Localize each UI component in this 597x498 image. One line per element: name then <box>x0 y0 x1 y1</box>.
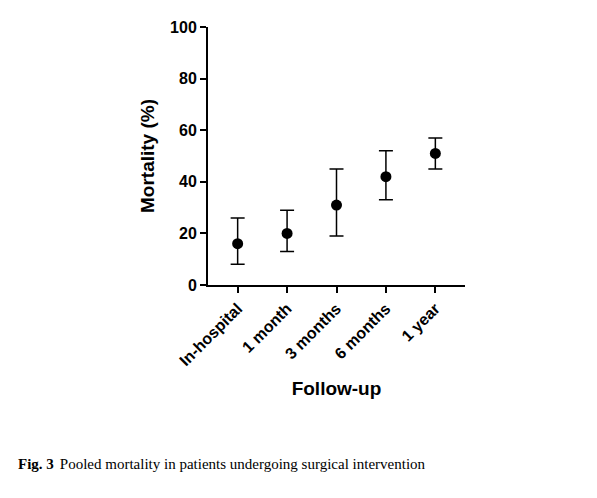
svg-text:3 months: 3 months <box>282 300 344 362</box>
svg-text:20: 20 <box>179 225 197 242</box>
svg-text:0: 0 <box>188 277 197 294</box>
svg-text:100: 100 <box>170 19 197 36</box>
html-text:Fig. 3 Pooled mortality in pat: Fig. 3 Pooled mortality in patients unde… <box>18 456 426 472</box>
svg-text:40: 40 <box>179 173 197 190</box>
svg-text:80: 80 <box>179 70 197 87</box>
svg-text:In-hospital: In-hospital <box>176 300 245 369</box>
svg-text:6 months: 6 months <box>331 300 393 362</box>
svg-text:Mortality (%): Mortality (%) <box>137 99 158 213</box>
svg-text:60: 60 <box>179 122 197 139</box>
svg-text:1 month: 1 month <box>239 300 295 356</box>
svg-text:Follow-up: Follow-up <box>292 378 382 399</box>
svg-text:1 year: 1 year <box>398 300 443 345</box>
